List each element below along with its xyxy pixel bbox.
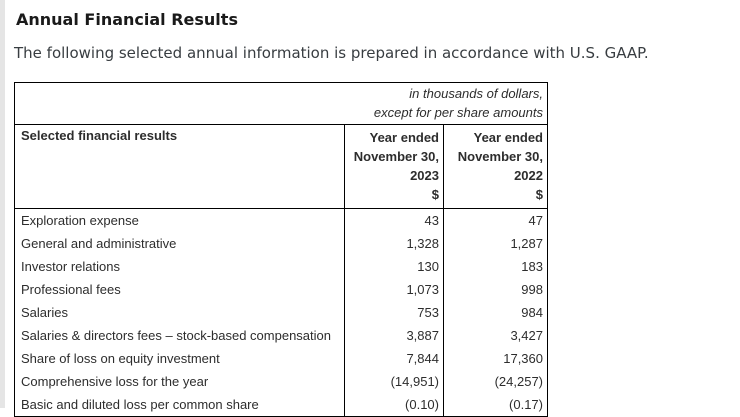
table-row-share-of-loss-equity-investment: Share of loss on equity investment 7,844… (15, 347, 548, 370)
value-2023: 3,887 (344, 324, 444, 347)
row-label: Basic and diluted loss per common share (21, 397, 259, 412)
row-label: Salaries & directors fees – stock-based … (21, 328, 331, 343)
column-header-label: Selected financial results (14, 124, 345, 209)
value-2022: 998 (443, 278, 548, 301)
value-2023: 130 (344, 255, 444, 278)
row-label: General and administrative (21, 236, 177, 251)
row-label: Share of loss on equity investment (21, 351, 220, 366)
value-2022: 183 (443, 255, 548, 278)
value-2023: 753 (344, 301, 444, 324)
row-label: Comprehensive loss for the year (21, 374, 209, 389)
table-row-exploration-expense: Exploration expense 43 47 (15, 208, 548, 232)
financial-results-table: in thousands of dollars, except for per … (14, 82, 548, 417)
row-label: Salaries (21, 305, 68, 320)
value-2023: 1,328 (344, 232, 444, 255)
value-2023: 43 (344, 208, 444, 232)
row-label: Professional fees (21, 282, 121, 297)
value-2022: 3,427 (443, 324, 548, 347)
page-edge-scrollbar-strip (0, 0, 5, 408)
table-row-general-administrative: General and administrative 1,328 1,287 (15, 232, 548, 255)
table-row-professional-fees: Professional fees 1,073 998 (15, 278, 548, 301)
table-row-stock-based-compensation: Salaries & directors fees – stock-based … (15, 324, 548, 347)
intro-paragraph: The following selected annual informatio… (14, 44, 649, 62)
value-2023: 7,844 (344, 347, 444, 370)
value-2023: 1,073 (344, 278, 444, 301)
table-row-investor-relations: Investor relations 130 183 (15, 255, 548, 278)
value-2022: (0.17) (443, 393, 548, 417)
header-row: Selected financial results Year ended No… (14, 124, 548, 209)
page-title: Annual Financial Results (16, 10, 238, 29)
units-note: in thousands of dollars, except for per … (14, 82, 548, 125)
value-2023: (14,951) (344, 370, 444, 393)
units-note-row: in thousands of dollars, except for per … (14, 82, 548, 125)
value-2022: 47 (443, 208, 548, 232)
value-2022: 17,360 (443, 347, 548, 370)
table-row-salaries: Salaries 753 984 (15, 301, 548, 324)
value-2023: (0.10) (344, 393, 444, 417)
column-header-2023: Year ended November 30, 2023 $ (344, 124, 444, 209)
row-label: Investor relations (21, 259, 120, 274)
value-2022: 1,287 (443, 232, 548, 255)
value-2022: (24,257) (443, 370, 548, 393)
row-label: Exploration expense (21, 213, 139, 228)
column-header-2022: Year ended November 30, 2022 $ (443, 124, 548, 209)
table-row-loss-per-common-share: Basic and diluted loss per common share … (15, 393, 548, 417)
value-2022: 984 (443, 301, 548, 324)
table-row-comprehensive-loss: Comprehensive loss for the year (14,951)… (15, 370, 548, 393)
